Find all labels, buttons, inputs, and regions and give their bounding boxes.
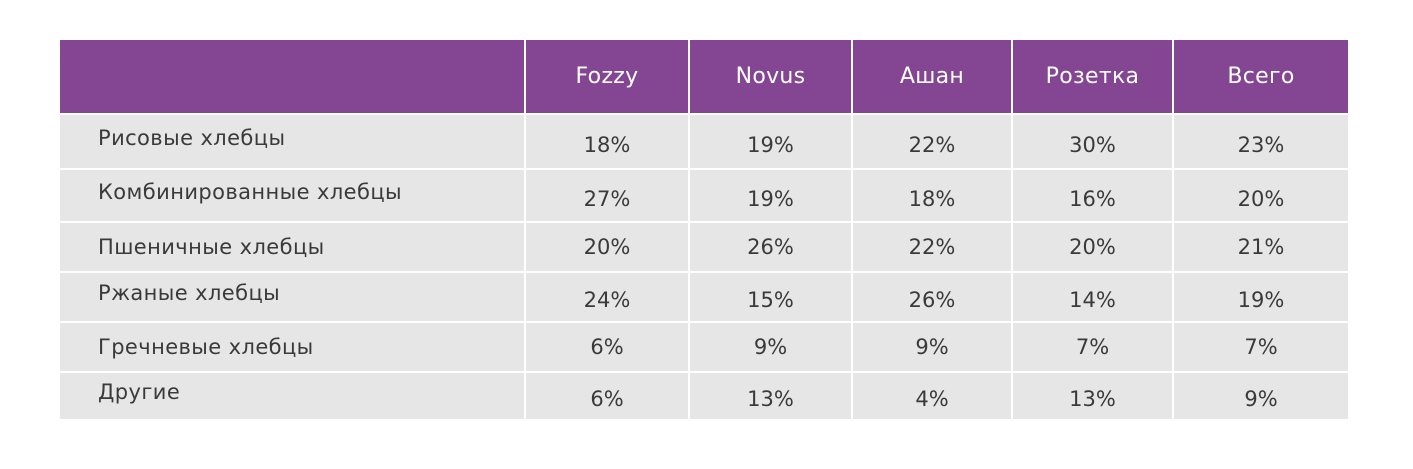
cell-value: 4%: [915, 387, 949, 411]
table-cell: 7%: [1011, 321, 1173, 372]
header-row: Fozzy Novus Ашан Розетка Всего: [60, 40, 1348, 114]
cell-value: 9%: [915, 335, 949, 359]
table-cell: 22%: [851, 221, 1012, 272]
cell-value: 13%: [747, 387, 794, 411]
cell-value: 15%: [747, 288, 794, 312]
cell-value: 21%: [1237, 235, 1285, 259]
table-cell: 26%: [688, 221, 852, 272]
cell-value: 13%: [1069, 387, 1116, 411]
cell-value: 30%: [1069, 132, 1116, 157]
cell-value: 19%: [1237, 288, 1285, 312]
cell-value: 20%: [1237, 186, 1285, 211]
row-label: Рисовые хлебцы: [60, 113, 525, 169]
cell-value: 18%: [908, 186, 956, 211]
table-cell: 9%: [1172, 371, 1348, 419]
table-cell: 19%: [688, 113, 852, 169]
cell-value: 6%: [590, 387, 624, 411]
table-cell: 21%: [1172, 221, 1348, 272]
table-row: Гречневые хлебцы 6% 9% 9% 7% 7%: [60, 321, 1348, 372]
cell-value: 22%: [908, 132, 956, 157]
cell-value: 7%: [1075, 335, 1110, 359]
table-cell: 13%: [1011, 371, 1173, 419]
table-cell: 7%: [1172, 321, 1348, 372]
cell-value: 9%: [753, 335, 788, 359]
table-row: Рисовые хлебцы 18% 19% 22% 30% 23%: [60, 113, 1348, 169]
row-label-text: Пшеничные хлебцы: [98, 235, 325, 259]
data-table: Fozzy Novus Ашан Розетка Всего Рисовые х…: [60, 40, 1348, 419]
table-cell: 16%: [1011, 168, 1173, 222]
table-cell: 20%: [1011, 221, 1173, 272]
data-table-container: Fozzy Novus Ашан Розетка Всего Рисовые х…: [60, 40, 1348, 419]
table-cell: 23%: [1172, 113, 1348, 169]
cell-value: 14%: [1069, 288, 1116, 312]
table-cell: 6%: [524, 371, 689, 419]
cell-value: 6%: [590, 335, 624, 359]
row-label-text: Рисовые хлебцы: [98, 125, 286, 150]
table-row: Другие 6% 13% 4% 13% 9%: [60, 371, 1348, 419]
row-label: Комбинированные хлебцы: [60, 168, 525, 222]
cell-value: 20%: [1069, 235, 1116, 259]
table-cell: 19%: [1172, 271, 1348, 322]
row-label-text: Другие: [98, 380, 181, 404]
table-cell: 30%: [1011, 113, 1173, 169]
cell-value: 9%: [1244, 387, 1278, 411]
table-cell: 19%: [688, 168, 852, 222]
table-cell: 24%: [524, 271, 689, 322]
cell-value: 26%: [908, 288, 956, 312]
cell-value: 27%: [583, 186, 631, 211]
table-cell: 20%: [1172, 168, 1348, 222]
table-cell: 22%: [851, 113, 1012, 169]
table-cell: 9%: [851, 321, 1012, 372]
row-label-text: Комбинированные хлебцы: [98, 179, 403, 204]
cell-value: 18%: [583, 132, 631, 157]
header-cell-rozetka: Розетка: [1011, 40, 1173, 114]
cell-value: 19%: [747, 132, 794, 157]
table-row: Пшеничные хлебцы 20% 26% 22% 20% 21%: [60, 221, 1348, 272]
table-cell: 18%: [524, 113, 689, 169]
table-cell: 20%: [524, 221, 689, 272]
row-label: Другие: [60, 371, 525, 419]
row-label: Гречневые хлебцы: [60, 321, 525, 372]
table-row: Комбинированные хлебцы 27% 19% 18% 16% 2…: [60, 168, 1348, 222]
cell-value: 20%: [583, 235, 631, 259]
cell-value: 23%: [1237, 132, 1285, 157]
cell-value: 24%: [583, 288, 631, 312]
header-cell-novus: Novus: [688, 40, 852, 114]
cell-value: 19%: [747, 186, 794, 211]
table-cell: 9%: [688, 321, 852, 372]
row-label: Ржаные хлебцы: [60, 271, 525, 322]
table-cell: 15%: [688, 271, 852, 322]
table-row: Ржаные хлебцы 24% 15% 26% 14% 19%: [60, 271, 1348, 322]
table-cell: 27%: [524, 168, 689, 222]
header-cell-total: Всего: [1172, 40, 1348, 114]
cell-value: 16%: [1069, 186, 1116, 211]
table-cell: 13%: [688, 371, 852, 419]
cell-value: 7%: [1244, 335, 1278, 359]
header-cell-auchan: Ашан: [851, 40, 1012, 114]
row-label-text: Гречневые хлебцы: [98, 335, 314, 359]
header-cell-fozzy: Fozzy: [524, 40, 689, 114]
header-cell-empty: [60, 40, 525, 114]
table-cell: 4%: [851, 371, 1012, 419]
table-cell: 14%: [1011, 271, 1173, 322]
cell-value: 22%: [908, 235, 956, 259]
table-cell: 26%: [851, 271, 1012, 322]
cell-value: 26%: [747, 235, 794, 259]
row-label-text: Ржаные хлебцы: [98, 281, 281, 305]
table-cell: 18%: [851, 168, 1012, 222]
table-cell: 6%: [524, 321, 689, 372]
row-label: Пшеничные хлебцы: [60, 221, 525, 272]
